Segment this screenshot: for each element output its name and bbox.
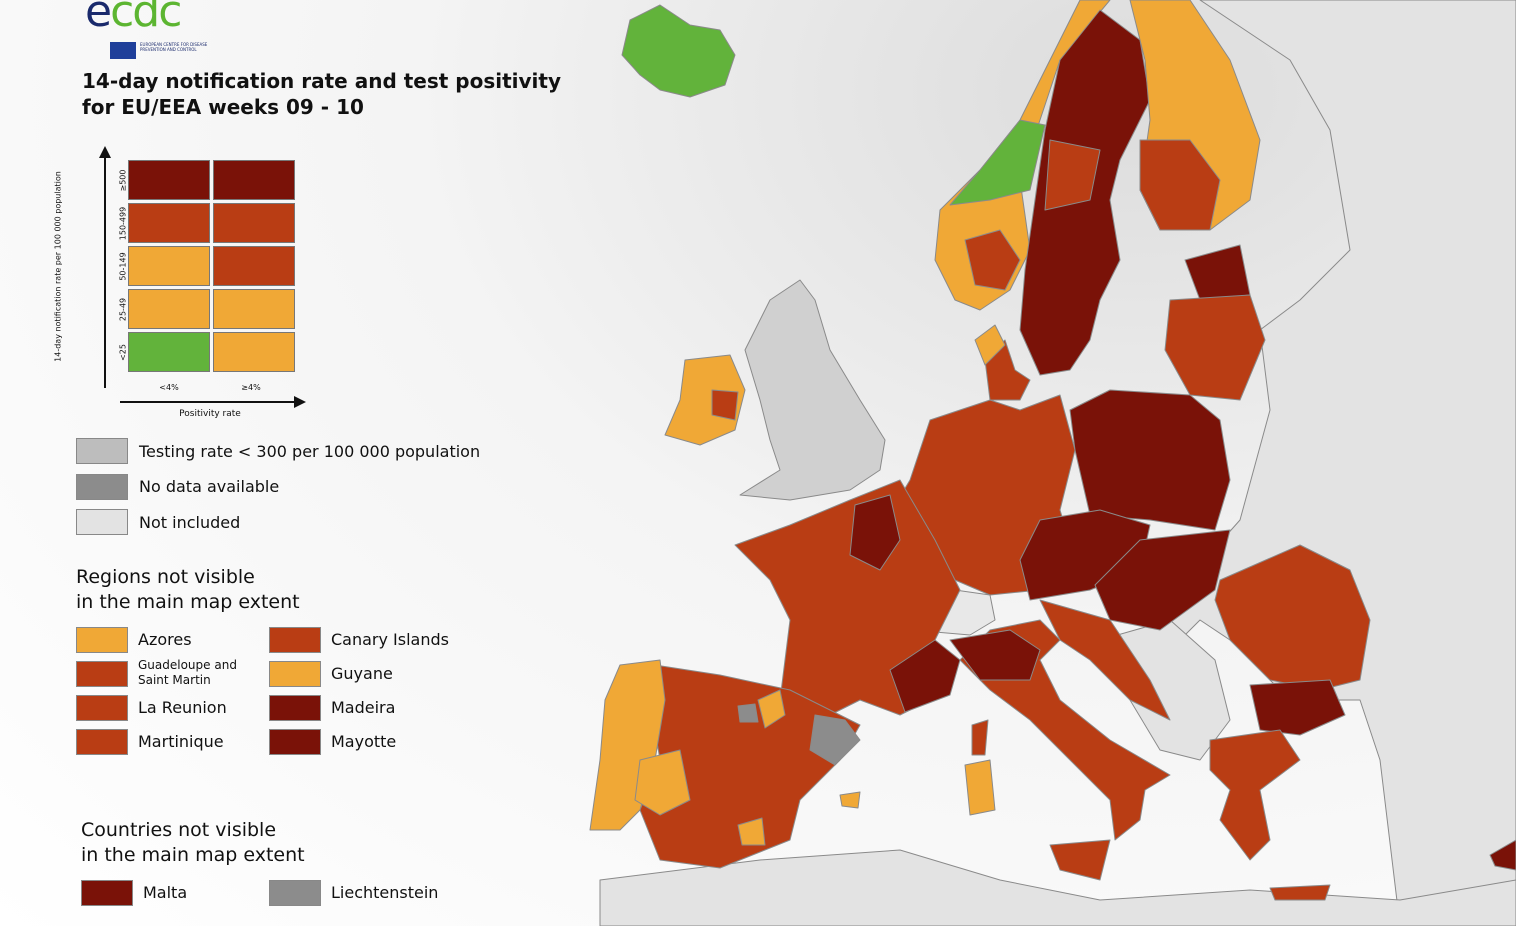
y-tick: 25-49 <box>118 297 128 322</box>
matrix-cell <box>213 160 295 200</box>
map-spain-aragon <box>757 689 786 729</box>
y-tick: <25 <box>118 344 128 361</box>
legend-swatch <box>76 729 128 755</box>
legend-label: La Reunion <box>138 698 227 717</box>
map-ireland <box>664 354 746 446</box>
legend-swatch <box>269 880 321 906</box>
legend-label: Canary Islands <box>331 630 449 649</box>
matrix-cell <box>213 246 295 286</box>
map-uk <box>739 279 886 501</box>
x-axis-arrow <box>120 401 296 403</box>
legend-swatch <box>269 627 321 653</box>
legend-swatch <box>76 627 128 653</box>
countries-heading: Countries not visible in the main map ext… <box>81 819 305 866</box>
map-iceland <box>621 4 736 98</box>
legend-swatch <box>269 695 321 721</box>
y-tick: ≥500 <box>118 169 128 192</box>
matrix-cell <box>128 160 210 200</box>
legend-label: Guyane <box>331 664 393 683</box>
map-france-paris <box>849 494 901 571</box>
legend-label: Madeira <box>331 698 396 717</box>
legend-label: Mayotte <box>331 732 397 751</box>
arrow-right-icon <box>294 396 306 408</box>
legend-swatch-no-data <box>76 474 128 500</box>
y-tick: 150-499 <box>118 206 128 241</box>
legend-label: Malta <box>143 883 188 902</box>
matrix-cell <box>128 203 210 243</box>
matrix-cell <box>128 332 210 372</box>
map-norway-green <box>949 119 1046 206</box>
matrix-cell <box>128 246 210 286</box>
risk-matrix <box>128 160 295 372</box>
ecdc-logo: ecdc <box>85 0 182 37</box>
eu-flag-icon <box>110 42 136 59</box>
page-title: 14-day notification rate and test positi… <box>82 69 561 119</box>
map-denmark-north <box>974 324 1006 366</box>
map-spain-castilla <box>634 749 691 816</box>
map-ireland-red <box>711 389 739 421</box>
y-axis-arrow <box>104 150 106 388</box>
map-sicily <box>1049 839 1111 881</box>
y-tick: 50-149 <box>118 252 128 281</box>
map-spain-catalonia <box>809 714 861 766</box>
legend-no-data: No data available <box>139 477 280 496</box>
map-spain-navarra <box>737 703 759 723</box>
logo-subtitle: EUROPEAN CENTRE FOR DISEASE PREVENTION A… <box>140 42 208 52</box>
legend-swatch <box>76 661 128 687</box>
map-africa <box>599 849 1516 926</box>
map-spain-andalusia-east <box>737 817 766 846</box>
map-slovenia-croatia <box>1039 599 1171 721</box>
regions-heading: Regions not visible in the main map exten… <box>76 566 300 613</box>
matrix-cell <box>213 203 295 243</box>
map-bulgaria <box>1249 679 1346 736</box>
map-italy-north <box>949 629 1041 681</box>
x-tick: ≥4% <box>241 383 261 392</box>
map-balearic <box>839 791 861 809</box>
map-norway-red <box>964 229 1021 291</box>
legend-swatch <box>76 695 128 721</box>
x-tick: <4% <box>159 383 179 392</box>
legend-testing: Testing rate < 300 per 100 000 populatio… <box>139 442 481 461</box>
matrix-cell <box>213 332 295 372</box>
legend-swatch <box>81 880 133 906</box>
map-cyprus <box>1489 839 1516 871</box>
map-sardinia <box>964 759 996 816</box>
map-corsica <box>971 719 989 756</box>
legend-swatch <box>269 729 321 755</box>
map-finland-south <box>1139 139 1221 231</box>
arrow-up-icon <box>99 146 111 158</box>
map-estonia <box>1184 244 1251 301</box>
legend-not-included: Not included <box>139 513 241 532</box>
map-crete <box>1269 884 1331 901</box>
matrix-y-label: 14-day notification rate per 100 000 pop… <box>53 171 63 362</box>
map-poland <box>1069 389 1231 531</box>
map-greece <box>1209 729 1301 861</box>
legend-swatch-not-included <box>76 509 128 535</box>
legend-label: Martinique <box>138 732 224 751</box>
map-hungary-slovakia <box>1094 529 1231 631</box>
matrix-cell <box>128 289 210 329</box>
map-latvia-lithuania <box>1164 294 1266 401</box>
matrix-x-label: Positivity rate <box>179 409 241 419</box>
map-france-south <box>889 639 961 713</box>
legend-label: Guadeloupe and Saint Martin <box>138 658 237 687</box>
map-sweden-mid <box>1044 139 1101 211</box>
matrix-cell <box>213 289 295 329</box>
legend-swatch-testing <box>76 438 128 464</box>
map-romania <box>1214 544 1371 691</box>
legend-label: Liechtenstein <box>331 883 439 902</box>
legend-label: Azores <box>138 630 192 649</box>
legend-swatch <box>269 661 321 687</box>
